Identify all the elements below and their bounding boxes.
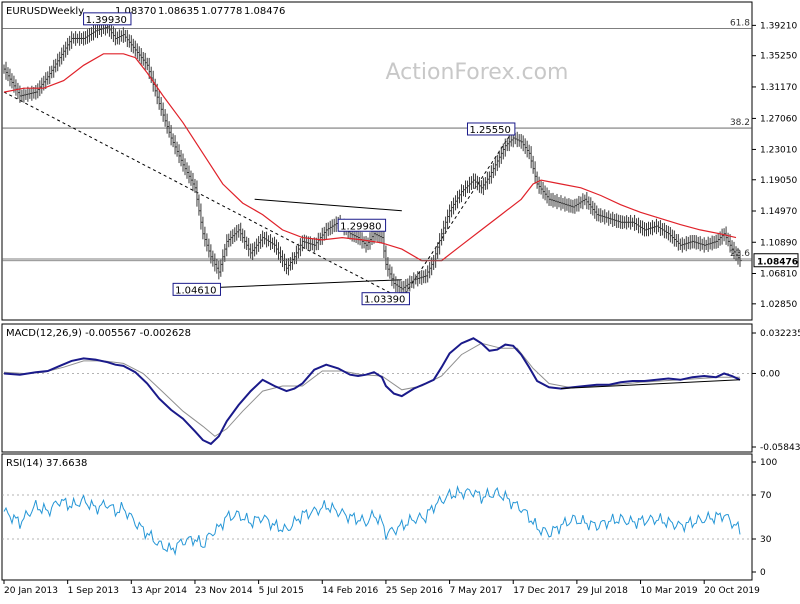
time-tick-label: 29 Jul 2018 xyxy=(577,586,628,596)
macd-layer xyxy=(2,337,752,446)
time-tick-label: 5 Jul 2015 xyxy=(259,586,304,596)
macd-panel: MACD(12,26,9) -0.005567 -0.002628 0.0322… xyxy=(1,323,800,453)
rsi-tick-label: 70 xyxy=(760,491,772,501)
rsi-tick-label: 100 xyxy=(760,458,777,468)
time-tick-label: 14 Feb 2016 xyxy=(322,586,378,596)
rsi-layer xyxy=(2,484,752,556)
macd-line xyxy=(3,337,741,446)
rsi-line xyxy=(3,484,741,556)
price-annotation-box xyxy=(466,122,516,136)
ohlc-low: 1.07778 xyxy=(201,6,242,17)
time-tick-label: 25 Sep 2016 xyxy=(386,586,443,596)
timeframe-label: Weekly xyxy=(48,6,84,17)
price-annotation-box xyxy=(337,218,387,232)
watermark: ActionForex.com xyxy=(386,60,569,85)
rsi-tick-label: 30 xyxy=(760,535,772,545)
macd-trendline xyxy=(560,379,741,390)
trendline xyxy=(401,130,514,300)
moving-average-line xyxy=(3,53,737,262)
macd-tick-label: 0.00 xyxy=(760,369,780,379)
price-tick-label: 1.06810 xyxy=(760,270,797,280)
price-layer: 61.838.223.61.399301.255501.299801.04610… xyxy=(2,12,752,306)
price-annotation-box xyxy=(172,282,221,296)
price-annotation-label: 1.29980 xyxy=(340,221,381,232)
time-tick-label: 13 Apr 2014 xyxy=(131,586,187,596)
rsi-label: RSI(14) 37.6638 xyxy=(6,458,87,469)
price-tick-label: 1.31170 xyxy=(760,83,797,93)
macd-axis: 0.032235 0.00 -0.058434 xyxy=(752,329,800,453)
last-price-label: 1.08476 xyxy=(757,258,798,268)
time-tick-label: 23 Nov 2014 xyxy=(195,586,253,596)
fib-level-label: 38.2 xyxy=(730,118,750,128)
price-tick-label: 1.27060 xyxy=(760,114,797,124)
price-tick-label: 1.23010 xyxy=(760,145,797,155)
price-tick-label: 1.02850 xyxy=(760,300,797,310)
fib-level-label: 61.8 xyxy=(730,19,750,29)
macd-signal-line xyxy=(3,342,740,437)
macd-panel-frame xyxy=(1,323,753,453)
price-tick-label: 1.10890 xyxy=(760,238,797,248)
price-tick-label: 1.35250 xyxy=(760,52,797,62)
time-tick-label: 17 Dec 2017 xyxy=(513,586,571,596)
time-tick-label: 20 Jan 2013 xyxy=(4,586,58,596)
last-price-box xyxy=(753,253,799,268)
rsi-axis: 100 70 30 0 xyxy=(752,458,777,578)
time-axis: 20 Jan 2013 1 Sep 2013 13 Apr 2014 23 Nov 2… xyxy=(3,580,760,596)
macd-tick-label: -0.058434 xyxy=(760,443,800,453)
price-annotation-label: 1.04610 xyxy=(175,285,216,296)
time-tick-label: 7 May 2017 xyxy=(450,586,503,596)
ohlc-high: 1.08635 xyxy=(158,6,199,17)
trendline xyxy=(3,91,403,300)
ohlc-open: 1.08370 xyxy=(115,6,156,17)
rsi-tick-label: 0 xyxy=(760,568,766,578)
price-bars xyxy=(3,20,742,296)
ohlc-close: 1.08476 xyxy=(244,6,285,17)
rsi-panel-frame xyxy=(1,453,753,581)
price-axis: 1.39210 1.35250 1.31170 1.27060 1.23010 1.190… xyxy=(752,21,799,310)
symbol-label: EURUSD xyxy=(6,6,48,17)
trendline xyxy=(254,198,402,212)
price-annotation-box xyxy=(361,292,410,306)
price-tick-label: 1.19050 xyxy=(760,176,797,186)
price-panel: EURUSD Weekly 1.08370 1.08635 1.07778 1.… xyxy=(1,1,799,321)
price-tick-label: 1.14970 xyxy=(760,207,797,217)
time-tick-label: 1 Sep 2013 xyxy=(68,586,119,596)
price-annotation-box xyxy=(83,12,132,26)
macd-label: MACD(12,26,9) -0.005567 -0.002628 xyxy=(6,328,191,339)
price-annotation-label: 1.25550 xyxy=(469,125,510,136)
price-tick-label: 1.39210 xyxy=(760,21,797,31)
time-tick-label: 20 Oct 2019 xyxy=(704,586,760,596)
price-panel-frame xyxy=(1,1,753,321)
rsi-panel: RSI(14) 37.6638 100 70 30 0 xyxy=(1,453,777,581)
trendline xyxy=(218,279,402,288)
price-annotation-label: 1.03390 xyxy=(364,295,405,306)
price-annotation-label: 1.39930 xyxy=(86,15,127,26)
macd-tick-label: 0.032235 xyxy=(760,329,800,339)
time-tick-label: 10 Mar 2019 xyxy=(641,586,698,596)
